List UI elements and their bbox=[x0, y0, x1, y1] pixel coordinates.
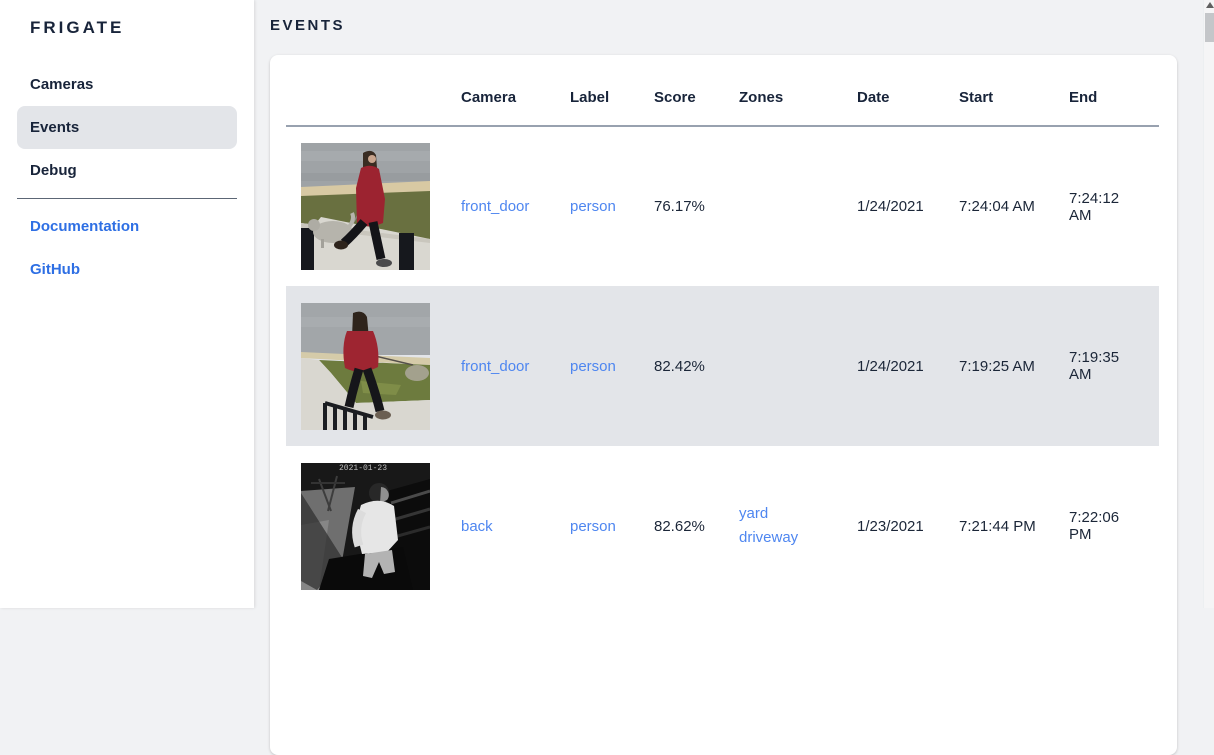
sidebar-item-debug[interactable]: Debug bbox=[0, 149, 254, 192]
column-header-end: End bbox=[1069, 89, 1098, 106]
scrollbar-up-arrow-icon[interactable] bbox=[1206, 2, 1214, 8]
event-row[interactable]: front_door person 76.17% 1/24/2021 7:24:… bbox=[286, 126, 1159, 286]
event-thumbnail[interactable] bbox=[301, 143, 430, 270]
score-value: 76.17% bbox=[654, 198, 705, 215]
start-value: 7:24:04 AM bbox=[959, 198, 1035, 215]
sidebar-item-events[interactable]: Events bbox=[17, 106, 237, 149]
app-logo: FRIGATE bbox=[30, 18, 125, 37]
score-value: 82.62% bbox=[654, 517, 705, 535]
event-thumbnail[interactable] bbox=[301, 302, 430, 430]
column-header-score: Score bbox=[654, 89, 696, 106]
zones-cell bbox=[724, 286, 842, 446]
page-title: EVENTS bbox=[270, 17, 346, 34]
vertical-scrollbar[interactable] bbox=[1203, 0, 1214, 608]
camera-link[interactable]: front_door bbox=[461, 198, 530, 215]
label-link[interactable]: person bbox=[570, 198, 616, 215]
column-header-camera: Camera bbox=[461, 89, 517, 106]
column-header-date: Date bbox=[857, 89, 890, 106]
date-value: 1/24/2021 bbox=[857, 357, 924, 375]
thumbnail-timestamp-overlay: 2021-01-23 bbox=[339, 464, 387, 473]
date-value: 1/23/2021 bbox=[857, 517, 924, 535]
label-link[interactable]: person bbox=[570, 517, 616, 535]
sidebar-links: Documentation GitHub bbox=[0, 205, 254, 291]
column-header-label: Label bbox=[570, 89, 610, 106]
event-row[interactable]: front_door person 82.42% 1/24/2021 7:19:… bbox=[286, 286, 1159, 446]
sidebar-divider bbox=[17, 198, 237, 199]
column-header-start: Start bbox=[959, 89, 994, 106]
sidebar-link-documentation[interactable]: Documentation bbox=[0, 205, 254, 248]
zones-cell: yard driveway bbox=[724, 446, 842, 606]
sidebar-item-label: Debug bbox=[30, 162, 77, 179]
column-header-thumbnail bbox=[286, 70, 446, 126]
table-header-row: Camera Label Score Zones Date Start End bbox=[286, 70, 1159, 126]
label-link[interactable]: person bbox=[570, 357, 616, 375]
end-value: 7:19:35 AM bbox=[1069, 349, 1120, 383]
column-header-zones: Zones bbox=[739, 89, 784, 106]
date-value: 1/24/2021 bbox=[857, 198, 924, 215]
scrollbar-thumb[interactable] bbox=[1205, 13, 1214, 42]
zone-link[interactable]: driveway bbox=[739, 529, 799, 546]
sidebar-item-cameras[interactable]: Cameras bbox=[0, 63, 254, 106]
start-value: 7:21:44 PM bbox=[959, 517, 1036, 535]
events-card: Camera Label Score Zones Date Start End bbox=[270, 55, 1177, 755]
sidebar-link-label: GitHub bbox=[30, 261, 80, 278]
sidebar-item-label: Events bbox=[30, 119, 80, 136]
sidebar-nav: Cameras Events Debug bbox=[0, 63, 254, 192]
start-value: 7:19:25 AM bbox=[959, 357, 1035, 375]
event-row[interactable]: 2021-01-23 back person 82.62% yard drive… bbox=[286, 446, 1159, 606]
events-table: Camera Label Score Zones Date Start End bbox=[286, 70, 1159, 606]
camera-link[interactable]: back bbox=[461, 517, 493, 535]
end-value: 7:22:06 PM bbox=[1069, 509, 1120, 543]
sidebar-item-label: Cameras bbox=[30, 76, 94, 93]
zones-cell bbox=[724, 126, 842, 286]
sidebar: FRIGATE Cameras Events Debug Documentati… bbox=[0, 0, 254, 608]
main-content: EVENTS Camera Label Score Zones Date Sta… bbox=[254, 0, 1203, 755]
end-value: 7:24:12 AM bbox=[1069, 189, 1120, 224]
sidebar-link-label: Documentation bbox=[30, 218, 140, 235]
event-thumbnail[interactable]: 2021-01-23 bbox=[301, 462, 430, 590]
zone-link[interactable]: yard bbox=[739, 505, 769, 522]
sidebar-link-github[interactable]: GitHub bbox=[0, 248, 254, 291]
camera-link[interactable]: front_door bbox=[461, 357, 530, 375]
score-value: 82.42% bbox=[654, 357, 705, 375]
